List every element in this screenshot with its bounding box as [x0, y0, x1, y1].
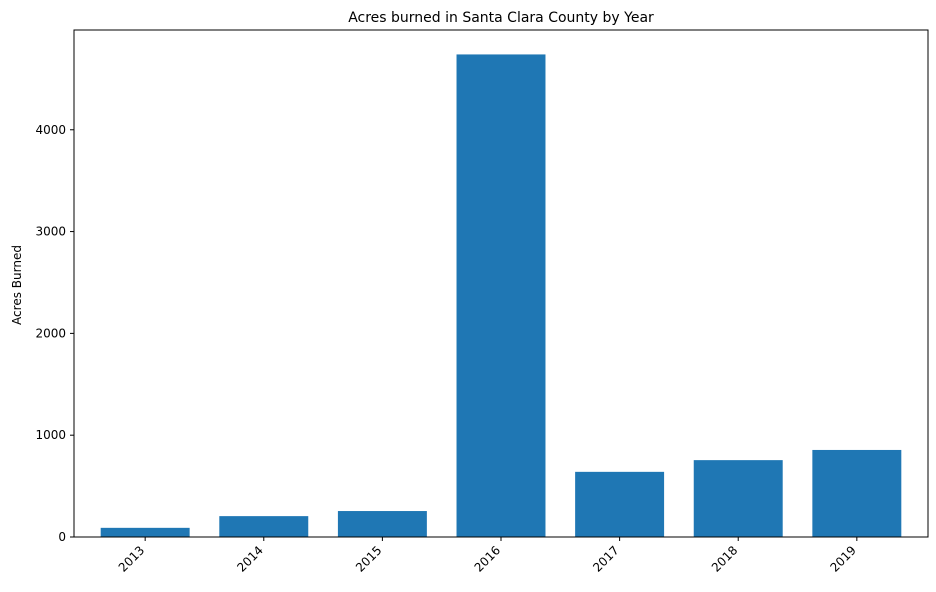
y-tick-label: 1000 — [35, 428, 66, 442]
bar-2019 — [812, 449, 902, 537]
x-tick-label: 2014 — [234, 543, 265, 574]
y-tick-label: 3000 — [35, 225, 66, 239]
x-tick-label: 2019 — [827, 543, 858, 574]
x-tick-label: 2015 — [353, 543, 384, 574]
x-tick-label: 2016 — [472, 543, 503, 574]
chart-title: Acres burned in Santa Clara County by Ye… — [348, 10, 654, 26]
bar-2016 — [456, 54, 546, 537]
y-tick-label: 4000 — [35, 123, 66, 137]
x-axis: 2013 2014 2015 2016 2017 2018 2019 — [116, 537, 859, 575]
bar-2017 — [575, 471, 665, 537]
x-tick-label: 2018 — [709, 543, 740, 574]
y-axis: 0 1000 2000 3000 4000 — [35, 123, 74, 544]
plot-frame — [73, 29, 929, 538]
bar-2013 — [100, 527, 190, 537]
y-tick-label: 0 — [58, 530, 66, 544]
x-tick-label: 2017 — [590, 543, 621, 574]
bar-2014 — [219, 516, 309, 537]
bars-group — [100, 54, 902, 537]
x-tick-label: 2013 — [116, 543, 147, 574]
y-tick-label: 2000 — [35, 326, 66, 340]
bar-2018 — [693, 460, 783, 537]
y-axis-label: Acres Burned — [10, 245, 24, 325]
bar-2015 — [337, 511, 427, 537]
